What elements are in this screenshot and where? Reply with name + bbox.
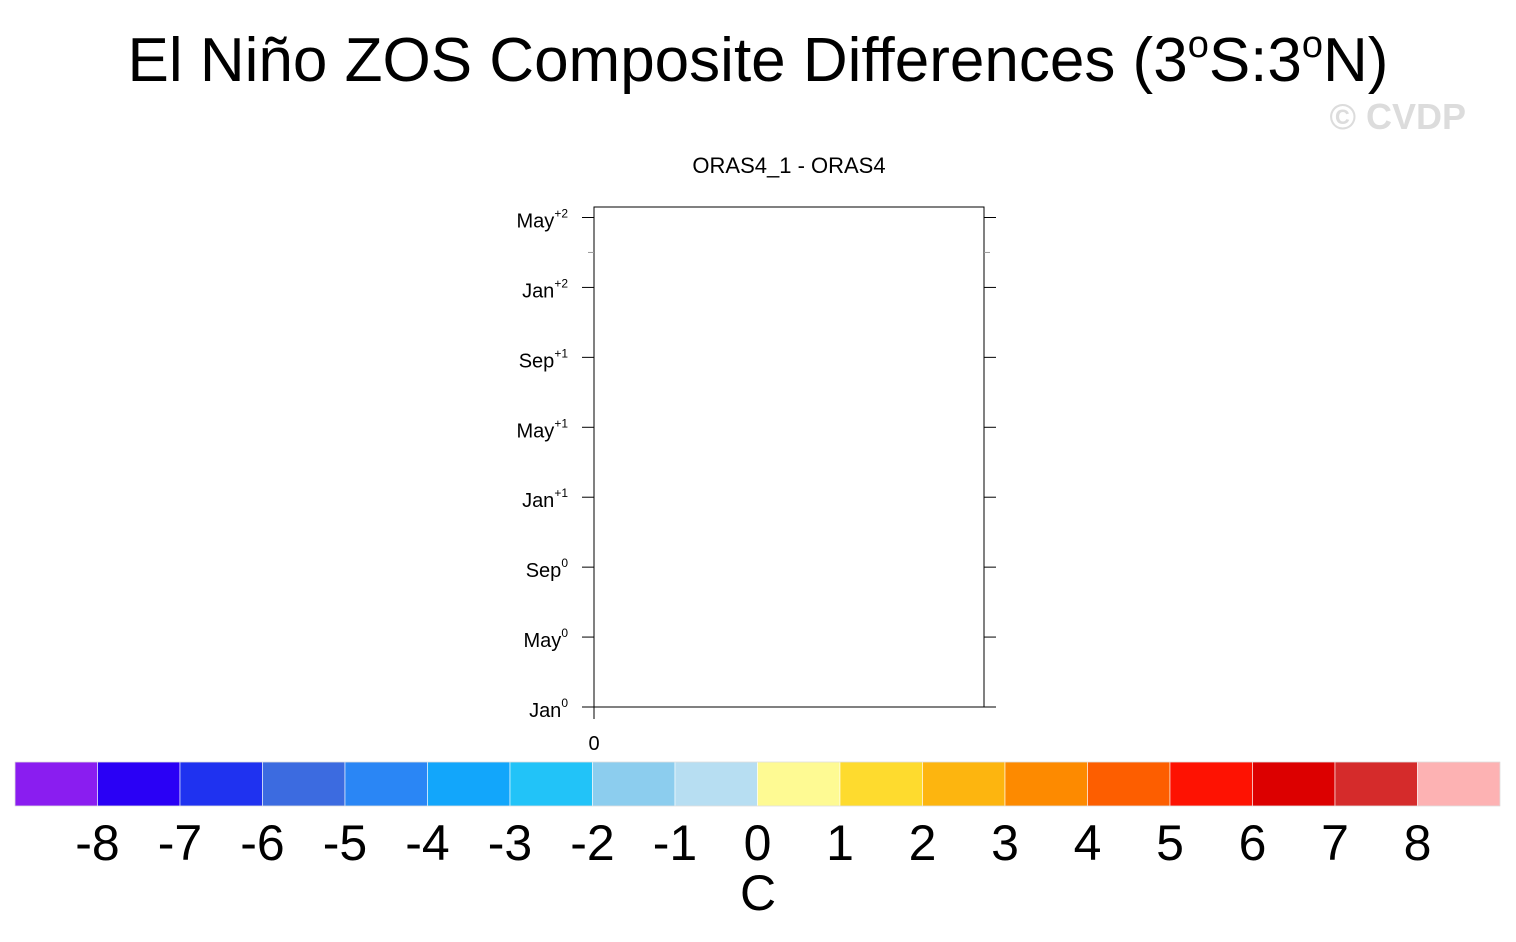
colorbar-swatch xyxy=(262,761,346,807)
colorbar-swatch xyxy=(344,761,428,807)
colorbar-border xyxy=(14,761,1501,807)
x-tick-label: 0 xyxy=(588,733,599,755)
y-tick-label: May+1 xyxy=(517,416,569,442)
colorbar-swatch xyxy=(1087,761,1171,807)
colorbar-label: -4 xyxy=(405,815,449,871)
colorbar-label: 5 xyxy=(1156,815,1184,871)
y-tick-label: Jan+1 xyxy=(522,486,568,512)
colorbar-swatch xyxy=(1169,761,1253,807)
colorbar-swatch xyxy=(922,761,1006,807)
colorbar-swatch xyxy=(509,761,593,807)
cvdp-watermark: © CVDP xyxy=(1329,96,1466,137)
y-tick-label: Sep0 xyxy=(526,556,569,582)
colorbar-label: -5 xyxy=(323,815,367,871)
colorbar-swatch xyxy=(757,761,841,807)
colorbar-label: 7 xyxy=(1321,815,1349,871)
colorbar-swatch xyxy=(427,761,511,807)
colorbar-label: 2 xyxy=(909,815,937,871)
colorbar-swatch xyxy=(1334,761,1418,807)
colorbar-label: 4 xyxy=(1074,815,1102,871)
y-tick-label: Jan+2 xyxy=(522,276,568,302)
chart-title: El Niño ZOS Composite Differences (3oS:3… xyxy=(127,24,1389,95)
colorbar-label: -2 xyxy=(570,815,614,871)
colorbar-swatch xyxy=(14,761,98,807)
colorbar-label: 8 xyxy=(1404,815,1432,871)
colorbar-label: 3 xyxy=(991,815,1019,871)
x-axis: 0 xyxy=(588,707,600,755)
colorbar-label: -1 xyxy=(653,815,697,871)
colorbar-swatch xyxy=(592,761,676,807)
colorbar-swatch xyxy=(1417,761,1501,807)
colorbar-label: -3 xyxy=(488,815,532,871)
colorbar-swatch xyxy=(1252,761,1336,807)
y-tick-label: Jan0 xyxy=(529,696,568,722)
panel-subtitle: ORAS4_1 - ORAS4 xyxy=(692,153,885,178)
y-tick-label: May0 xyxy=(524,626,569,652)
colorbar-swatch xyxy=(674,761,758,807)
colorbar-label: 1 xyxy=(826,815,854,871)
colorbar-label: 6 xyxy=(1239,815,1267,871)
colorbar-swatch xyxy=(1004,761,1088,807)
y-tick-label: May+2 xyxy=(517,206,569,232)
colorbar-label: -8 xyxy=(75,815,119,871)
colorbar-label: -6 xyxy=(240,815,284,871)
y-tick-label: Sep+1 xyxy=(519,346,569,372)
y-axis: Jan0 May0 Sep0 Jan+1 May+1 Sep+1 Jan+2 May+2 xyxy=(517,206,996,722)
colorbar-swatch xyxy=(97,761,181,807)
colorbar-unit: C xyxy=(740,865,776,921)
colorbar-label: 0 xyxy=(744,815,772,871)
colorbar-label: -7 xyxy=(158,815,202,871)
colorbar-swatch xyxy=(179,761,263,807)
colorbar-swatch xyxy=(839,761,923,807)
colorbar: -8 -7 -6 -5 -4 -3 -2 -1 0 1 2 3 4 5 6 7 8 xyxy=(14,761,1501,871)
plot-frame xyxy=(593,206,985,708)
